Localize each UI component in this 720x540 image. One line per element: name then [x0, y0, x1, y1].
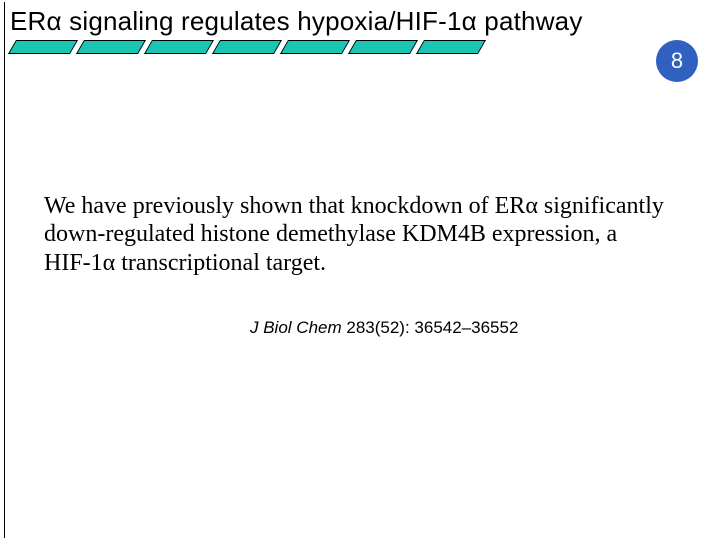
slide-number-badge: 8: [656, 40, 698, 82]
citation-journal: J Biol Chem: [250, 318, 342, 337]
title-underline-stripes: [12, 40, 488, 56]
stripe-segment: [416, 40, 486, 54]
stripe-segment: [76, 40, 146, 54]
body-paragraph: We have previously shown that knockdown …: [44, 192, 664, 277]
slide-title: ERα signaling regulates hypoxia/HIF-1α p…: [10, 6, 583, 37]
stripe-segment: [212, 40, 282, 54]
left-vertical-rule: [4, 2, 5, 538]
citation-details: 283(52): 36542–36552: [342, 318, 519, 337]
stripe-segment: [348, 40, 418, 54]
slide-number: 8: [671, 48, 683, 74]
stripe-segment: [8, 40, 78, 54]
slide: ERα signaling regulates hypoxia/HIF-1α p…: [0, 0, 720, 540]
citation: J Biol Chem 283(52): 36542–36552: [250, 318, 518, 338]
stripe-segment: [144, 40, 214, 54]
stripe-segment: [280, 40, 350, 54]
